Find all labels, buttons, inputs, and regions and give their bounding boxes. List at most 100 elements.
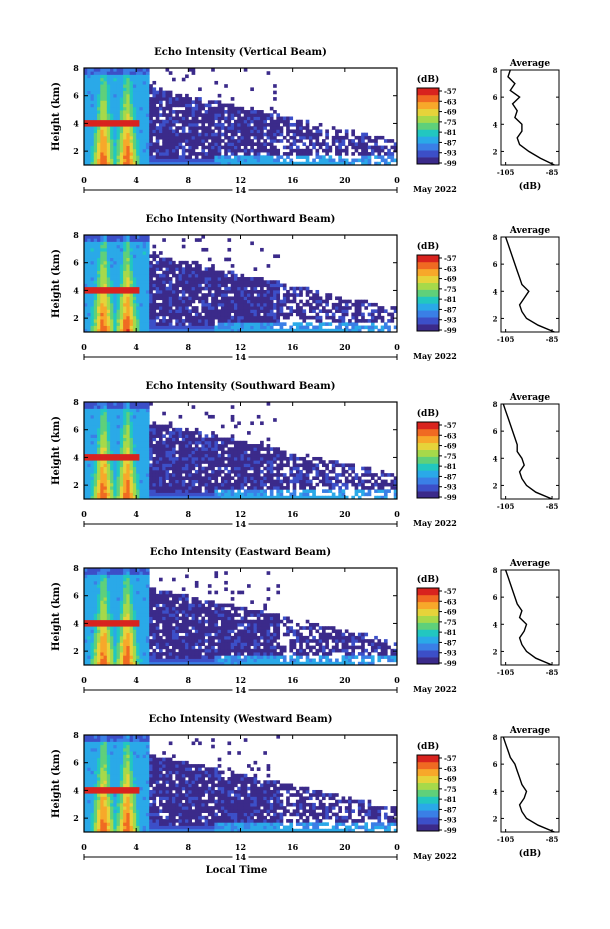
heatmap-cell [233,319,238,323]
heatmap-cell [93,142,98,146]
heatmap-cell [123,437,127,442]
heatmap-cell [162,440,166,445]
heatmap-cell [364,299,369,304]
heatmap-cell [256,142,261,146]
heatmap-cell [240,273,245,278]
heatmap-cell [165,139,170,143]
heatmap-cell [194,296,199,301]
heatmap-cell [168,437,173,442]
heatmap-cell [181,100,186,104]
heatmap-cell [269,460,274,464]
heatmap-cell [233,273,238,278]
heatmap-cell [188,447,192,451]
heatmap-cell [123,463,127,468]
heatmap-cell [93,312,98,317]
heatmap-cell [155,155,160,159]
heatmap-cell [158,424,163,429]
heatmap-cell [142,312,147,317]
heatmap-cell [116,90,121,95]
heatmap-cell [220,479,225,484]
heatmap-cell [240,466,245,471]
heatmap-cell [263,299,267,304]
heatmap-cell [243,492,248,497]
heatmap-cell [139,238,144,242]
heatmap-cell [168,257,173,262]
heatmap-cell [100,450,104,455]
heatmap-cell [168,309,173,313]
heatmap-cell [119,482,124,487]
heatmap-cell [367,466,372,471]
heatmap-cell [383,139,388,143]
heatmap-cell [253,148,258,153]
heatmap-cell [191,113,196,117]
heatmap-cell [354,135,359,140]
heatmap-cell [93,424,98,429]
heatmap-cell [119,309,124,313]
heatmap-cell [214,460,219,464]
heatmap-cell [168,312,173,317]
heatmap-cell [158,466,163,471]
heatmap-cell [269,280,274,284]
heatmap-cell [84,486,88,490]
heatmap-cell [158,251,163,255]
heatmap-cell [126,408,131,413]
heatmap-cell [191,306,196,310]
heatmap-cell [318,495,323,500]
heatmap-cell [93,267,98,271]
heatmap-cell [162,158,166,163]
heatmap-cell [162,129,166,134]
heatmap-cell [165,466,170,471]
heatmap-cell [253,450,258,455]
heatmap-cell [168,476,173,480]
heatmap-cell [247,289,251,294]
heatmap-cell [269,325,274,330]
heatmap-cell [129,77,134,82]
heatmap-cell [276,319,281,323]
heatmap-cell [103,293,108,297]
heatmap-cell [233,283,238,288]
heatmap-cell [269,296,274,301]
heatmap-cell [253,122,258,127]
heatmap-cell [165,155,170,159]
heatmap-cell [155,424,160,429]
heatmap-cell [201,482,206,487]
heatmap-cell [331,492,336,497]
heatmap-cell [194,145,199,150]
heatmap-cell [106,110,111,114]
heatmap-cell [198,479,202,484]
heatmap-cell [123,492,127,497]
heatmap-cell [126,312,131,317]
heatmap-cell [132,267,137,271]
heatmap-cell [116,447,121,451]
heatmap-cell [289,306,294,310]
colorbar-unit: (dB) [417,241,439,252]
heatmap-cell [188,158,192,163]
heatmap-cell [305,325,310,330]
heatmap-cell [250,296,254,301]
heatmap-cell [116,492,121,497]
heatmap-cell [90,126,95,130]
heatmap-cell [178,277,183,281]
heatmap-cell [93,161,98,166]
heatmap-cell [269,473,274,477]
heatmap-cell [214,479,219,484]
heatmap-cell [149,289,153,294]
heatmap-cell [119,139,124,143]
heatmap-cell [308,315,313,320]
heatmap-cell [328,161,333,166]
heatmap-cell [87,93,91,98]
heatmap-cell [90,87,95,92]
heatmap-cell [113,71,118,75]
heatmap-cell [123,113,127,117]
heatmap-cell [266,116,271,121]
heatmap-cell [243,296,248,301]
heatmap-cell [106,405,111,409]
heatmap-cell [142,270,147,275]
heatmap-cell [260,113,264,117]
heatmap-cell [113,306,118,310]
heatmap-cell [100,238,104,242]
heatmap-cell [165,122,170,127]
heatmap-cell [335,495,339,500]
heatmap-cell [123,110,127,114]
heatmap-cell [168,161,173,166]
